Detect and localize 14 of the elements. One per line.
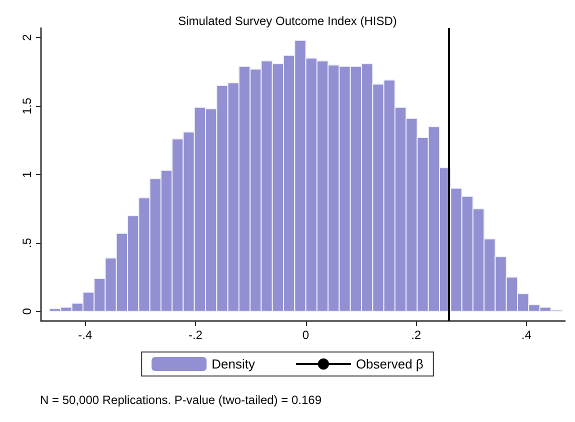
x-tick-label: .2 [411,328,422,342]
chart-title: Simulated Survey Outcome Index (HISD) [178,14,397,28]
text: N = 50,000 Replications. P-value (two-tailed) = 0.169 [40,393,322,407]
y-tick-label: 1 [20,170,34,178]
x-tick-label: -.4 [78,328,92,342]
legend-label: Observed β [356,356,424,372]
y-tick-label: 0 [20,308,34,315]
x-tick-label: -.2 [188,328,203,342]
legend-label: Density [212,356,256,372]
x-tick-label: 0 [302,328,310,342]
y-tick-label: 2 [20,34,34,41]
y-tick-label: 1.5 [20,97,34,114]
y-tick-label: .5 [20,238,34,248]
x-tick-label: .4 [521,328,532,342]
